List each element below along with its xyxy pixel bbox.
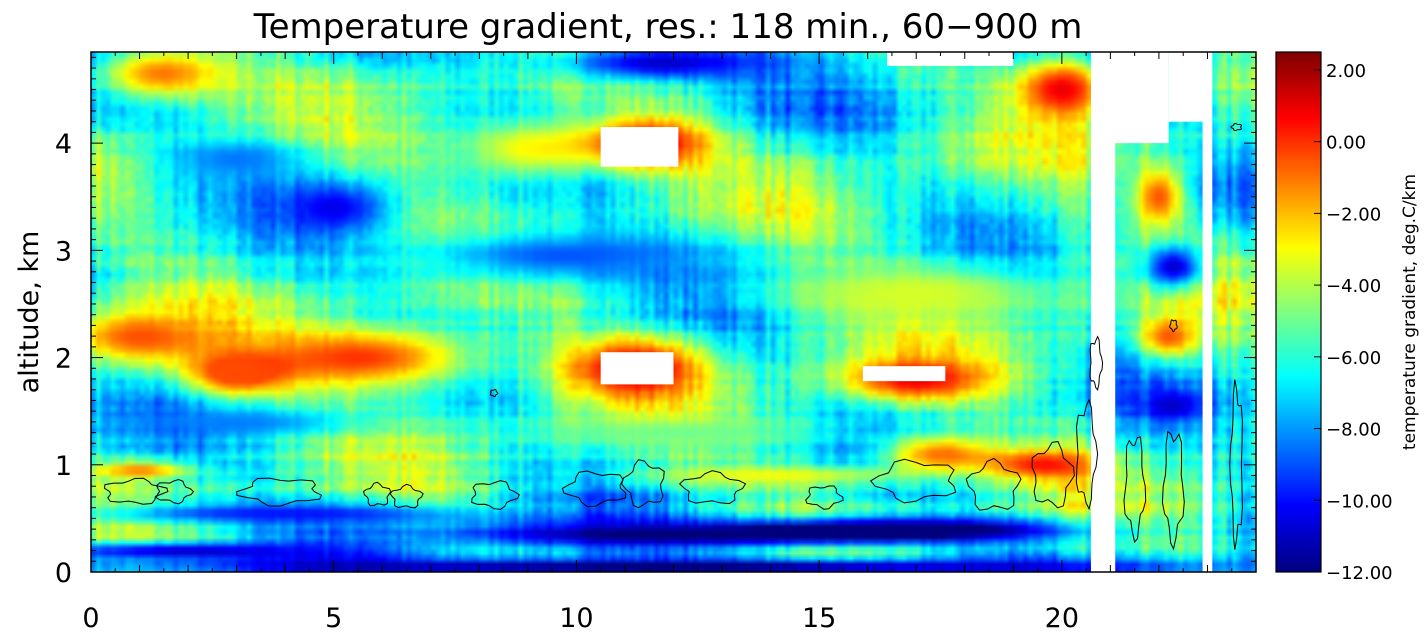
colorbar-frame	[1275, 51, 1322, 573]
contour-line	[1089, 335, 1104, 391]
masked-region	[1168, 52, 1208, 122]
contour-line	[1169, 319, 1178, 333]
colorbar-tick-label: −2.00	[1326, 204, 1381, 225]
x-tick-label: 20	[1045, 603, 1079, 634]
masked-region	[600, 127, 679, 167]
contour-line	[389, 483, 424, 509]
x-tick-label: 10	[559, 603, 593, 634]
colorbar-tick-label: −8.00	[1326, 420, 1381, 441]
contour-line	[869, 458, 957, 504]
colorbar-tick-label: 2.00	[1326, 61, 1366, 82]
contour-line	[1230, 122, 1243, 132]
x-tick-label: 0	[82, 603, 99, 634]
contour-line	[1229, 379, 1243, 550]
colorbar-axis: 2.00 0.00 −2.00 −4.00 −6.00 −8.00 −10.00 −12.00	[1314, 61, 1393, 584]
contour-line	[155, 478, 195, 505]
x-tick-label: 5	[325, 603, 342, 634]
masked-region	[862, 366, 946, 382]
contour-line	[236, 477, 323, 507]
colorbar-label: temperature gradient, deg.C/km	[1400, 174, 1420, 450]
contour-line	[561, 470, 627, 508]
colorbar-tick-label: 0.00	[1326, 133, 1366, 154]
y-tick-label: 1	[55, 451, 72, 482]
y-axis: 0 1 2 3 4	[55, 56, 1256, 589]
masked-region	[1202, 52, 1213, 572]
contour-line	[805, 485, 844, 510]
chart-title: Temperature gradient, res.: 118 min., 60…	[253, 7, 1083, 47]
contour-line	[965, 457, 1022, 511]
masked-regions	[600, 52, 1213, 572]
masked-region	[600, 352, 674, 385]
contour-lines	[103, 122, 1243, 551]
contour-line	[489, 388, 499, 398]
x-tick-label: 15	[802, 603, 836, 634]
colorbar-tick-label: −6.00	[1326, 348, 1381, 369]
colorbar	[1276, 52, 1321, 572]
colorbar-tick-label: −12.00	[1326, 563, 1393, 584]
colorbar-tick-label: −4.00	[1326, 276, 1381, 297]
contour-line	[1123, 436, 1147, 544]
contour-line	[1031, 441, 1075, 509]
contour-line	[363, 481, 392, 507]
y-tick-label: 0	[55, 558, 72, 589]
contour-line	[471, 480, 520, 510]
y-tick-label: 2	[55, 344, 72, 375]
contour-line	[1161, 430, 1185, 551]
masked-region	[887, 52, 1014, 66]
y-tick-label: 4	[55, 129, 72, 160]
masked-region	[1100, 52, 1169, 144]
plot-area	[91, 52, 1256, 572]
contour-line	[621, 459, 665, 509]
x-axis: 0 5 10 15 20	[82, 52, 1257, 634]
contour-line	[1075, 398, 1099, 511]
contour-line	[678, 470, 747, 505]
contour-line	[103, 477, 169, 505]
colorbar-tick-label: −10.00	[1326, 491, 1393, 512]
y-axis-label: altitude, km	[14, 231, 45, 394]
y-tick-label: 3	[55, 236, 72, 267]
